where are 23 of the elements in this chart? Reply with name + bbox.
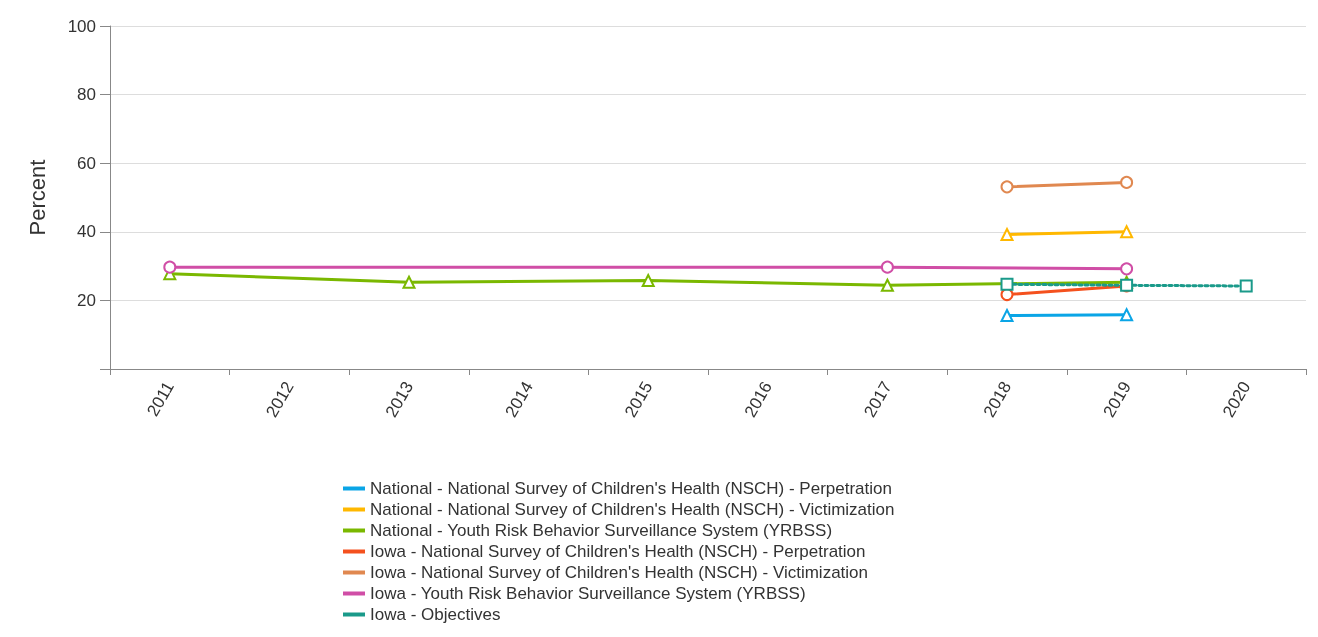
- point: [1000, 180, 1014, 194]
- y-tick-label: 60: [77, 153, 96, 173]
- point: [641, 274, 655, 288]
- y-tick-label: 40: [77, 222, 96, 242]
- point: [163, 260, 177, 274]
- legend-label: Iowa - Objectives: [370, 605, 501, 624]
- y-axis-title: Percent: [24, 159, 50, 236]
- point: [880, 260, 894, 274]
- point: [1239, 279, 1253, 293]
- legend-label: National - Youth Risk Behavior Surveillance System (YRBSS): [370, 521, 833, 540]
- y-tick-label: 100: [67, 16, 96, 36]
- legend-label: Iowa - Youth Risk Behavior Surveillance System (YRBSS): [370, 584, 806, 603]
- y-tick-label: 80: [77, 85, 96, 105]
- point: [1000, 277, 1014, 291]
- point: [1120, 262, 1134, 276]
- legend-label: National - National Survey of Children's Health (NSCH) - Victimization: [370, 500, 895, 519]
- point: [402, 275, 416, 289]
- point: [880, 278, 894, 292]
- y-tick-label: 20: [77, 290, 96, 310]
- legend-label: Iowa - National Survey of Children's Health (NSCH) - Perpetration: [370, 542, 866, 561]
- point: [1120, 175, 1134, 189]
- legend-label: National - National Survey of Children's Health (NSCH) - Perpetration: [370, 479, 892, 498]
- legend-label: Iowa - National Survey of Children's Health (NSCH) - Victimization: [370, 563, 868, 582]
